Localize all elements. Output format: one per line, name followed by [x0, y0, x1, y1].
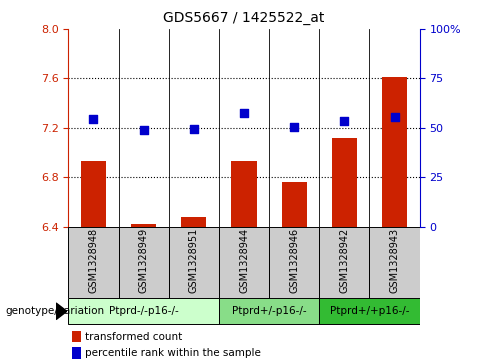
Text: Ptprd-/-p16-/-: Ptprd-/-p16-/-: [109, 306, 179, 316]
Bar: [68, 298, 219, 325]
Text: GSM1328942: GSM1328942: [339, 228, 349, 293]
Bar: [169, 227, 219, 298]
Text: GSM1328949: GSM1328949: [139, 228, 149, 293]
Point: [290, 124, 298, 130]
Bar: [72, 347, 81, 359]
Bar: [219, 227, 269, 298]
Bar: [219, 298, 319, 325]
Bar: [332, 138, 357, 227]
Point: [240, 110, 248, 116]
Bar: [81, 161, 106, 227]
Text: GSM1328948: GSM1328948: [88, 228, 99, 293]
Bar: [68, 227, 119, 298]
Text: transformed count: transformed count: [85, 332, 182, 342]
Point: [190, 126, 198, 132]
Text: GSM1328944: GSM1328944: [239, 228, 249, 293]
Text: genotype/variation: genotype/variation: [5, 306, 104, 316]
Bar: [119, 227, 169, 298]
Bar: [181, 217, 206, 227]
Bar: [231, 161, 257, 227]
Text: Ptprd+/+p16-/-: Ptprd+/+p16-/-: [330, 306, 409, 316]
Bar: [319, 227, 369, 298]
Text: GSM1328946: GSM1328946: [289, 228, 299, 293]
Text: Ptprd+/-p16-/-: Ptprd+/-p16-/-: [232, 306, 306, 316]
Bar: [131, 224, 156, 227]
Bar: [282, 182, 307, 227]
Text: percentile rank within the sample: percentile rank within the sample: [85, 348, 261, 358]
Bar: [319, 298, 420, 325]
Point: [391, 114, 399, 120]
Point: [89, 117, 97, 122]
Title: GDS5667 / 1425522_at: GDS5667 / 1425522_at: [163, 11, 325, 25]
Text: GSM1328943: GSM1328943: [389, 228, 400, 293]
Bar: [369, 227, 420, 298]
Point: [341, 118, 348, 123]
Bar: [382, 77, 407, 227]
Polygon shape: [56, 303, 67, 319]
Bar: [269, 227, 319, 298]
Bar: [72, 331, 81, 342]
Point: [140, 127, 147, 133]
Text: GSM1328951: GSM1328951: [189, 228, 199, 293]
